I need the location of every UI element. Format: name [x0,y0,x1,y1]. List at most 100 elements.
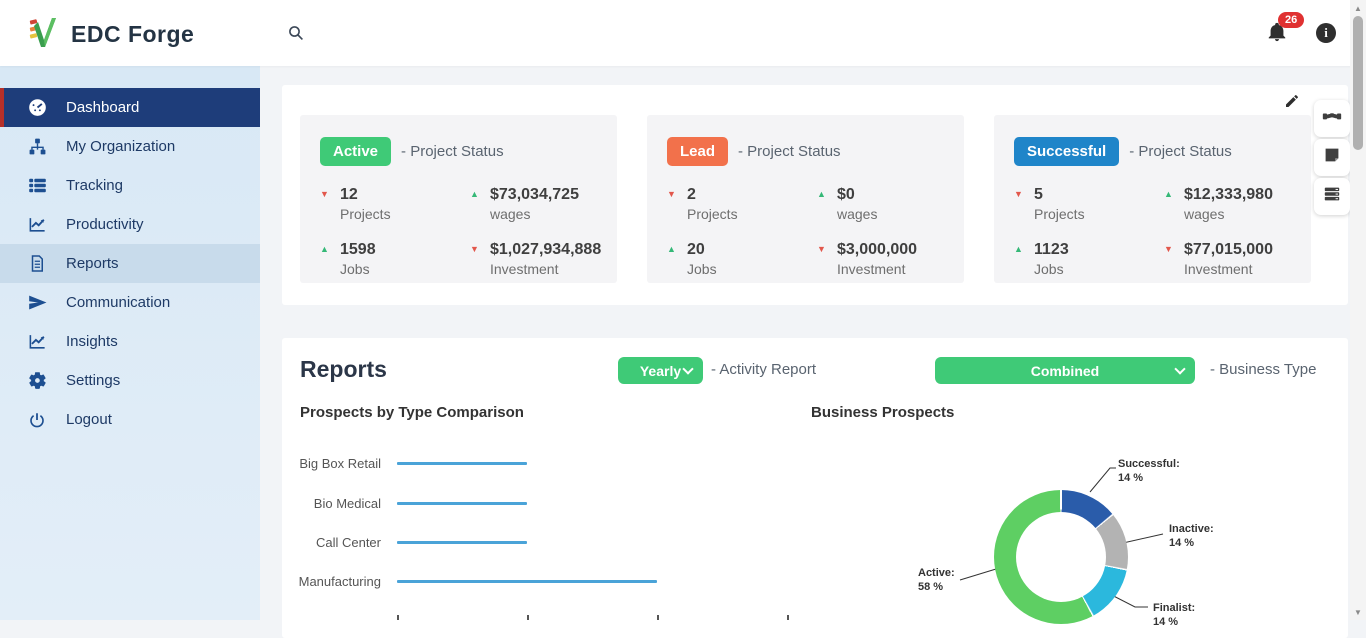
trend-arrow-icon: ▼ [320,189,329,199]
trend-arrow-icon: ▲ [1014,244,1023,254]
sidebar-item-insights[interactable]: Insights [0,322,260,361]
scroll-down-arrow[interactable]: ▼ [1354,607,1362,617]
donut-chart [994,490,1128,624]
axis-tick [657,615,659,620]
donut-label-finalist: Finalist: 14 % [1153,602,1196,628]
handshake-icon [1322,108,1342,129]
bar-row: Bio Medical [291,483,527,523]
trend-arrow-icon: ▼ [1164,244,1173,254]
stat-projects: ▼ 5 Projects [1014,186,1085,222]
sidebar-item-label: My Organization [66,138,176,155]
sidebar-item-label: Settings [66,372,121,389]
bar-row: Call Center [291,522,527,562]
sidebar-nav: Dashboard My Organization Tracking Produ… [0,66,260,620]
sidebar-item-communication[interactable]: Communication [0,283,260,322]
sidebar-item-label: Tracking [66,177,123,194]
bar-row: Big Box Retail [291,443,527,483]
chevron-right-icon [230,296,244,310]
trend-arrow-icon: ▲ [1164,189,1173,199]
chevron-right-icon [230,218,244,232]
card-suffix-label: - Project Status [1129,143,1232,160]
vertical-scrollbar[interactable]: ▲ ▼ [1350,0,1366,620]
sidebar-item-label: Communication [66,294,171,311]
status-badge: Active [320,137,392,166]
search-icon[interactable] [288,25,304,41]
business-type-label: - Business Type [1210,361,1317,378]
list-icon [28,176,48,196]
bar [397,579,657,583]
chevron-down-icon [1174,363,1186,375]
axis-tick [397,615,399,620]
business-type-dropdown[interactable]: Combined [935,357,1195,384]
chart-line-icon [28,215,48,235]
sidebar-item-logout[interactable]: Logout [0,400,260,439]
sidebar-item-tracking[interactable]: Tracking [0,166,260,205]
brand-logo[interactable]: EDC Forge [28,14,194,55]
sidebar-item-dashboard[interactable]: Dashboard [0,88,260,127]
status-badge: Lead [667,137,729,166]
trend-arrow-icon: ▼ [667,189,676,199]
info-icon[interactable]: i [1316,23,1336,43]
stat-projects: ▼ 2 Projects [667,186,738,222]
sidebar-item-productivity[interactable]: Productivity [0,205,260,244]
scroll-up-arrow[interactable]: ▲ [1354,3,1362,13]
power-icon [28,410,48,430]
trend-arrow-icon: ▼ [470,244,479,254]
chevron-right-icon [230,179,244,193]
sidebar-item-reports[interactable]: Reports [0,244,260,283]
brand-name: EDC Forge [71,21,195,47]
stat-jobs: ▲ 1123 Jobs [1014,241,1069,277]
stat-investment: ▼ $77,015,000 Investment [1164,241,1273,277]
card-suffix-label: - Project Status [401,143,504,160]
records-tool-button[interactable] [1314,178,1350,215]
gear-icon [28,371,48,391]
main-content: Active - Project Status ▼ 12 Projects ▲ $73… [260,66,1350,638]
bar [397,540,527,544]
trend-arrow-icon: ▲ [817,189,826,199]
scrollbar-thumb[interactable] [1353,16,1363,150]
sidebar-item-label: Dashboard [66,99,140,116]
notification-count-badge: 26 [1278,12,1305,28]
status-card-successful: Successful - Project Status ▼ 5 Projects ▲… [994,115,1311,283]
trend-arrow-icon: ▲ [320,244,329,254]
file-text-icon [28,254,48,274]
card-suffix-label: - Project Status [738,143,841,160]
edit-pencil-icon[interactable] [1284,93,1300,109]
donut-label-successful: Successful: 14 % [1118,458,1180,484]
chevron-down-icon [682,363,694,375]
bar-category-label: Bio Medical [313,495,381,511]
status-badge: Successful [1014,137,1120,166]
status-card-lead: Lead - Project Status ▼ 2 Projects ▲ $0 wage… [647,115,964,283]
axis-tick [787,615,789,620]
donut-label-active: Active: 58 % [918,567,955,593]
stat-wages: ▲ $0 wages [817,186,878,222]
status-cards-panel: Active - Project Status ▼ 12 Projects ▲ $73… [282,85,1348,305]
sidebar-item-my-organization[interactable]: My Organization [0,127,260,166]
activity-report-label: - Activity Report [711,361,817,378]
stat-investment: ▼ $1,027,934,888 Investment [470,241,602,277]
donut-label-inactive: Inactive: 14 % [1169,523,1214,549]
paper-plane-icon [28,293,48,313]
insights-chart-icon [28,332,48,352]
note-icon [1324,147,1340,168]
sidebar-item-label: Productivity [66,216,144,233]
stat-jobs: ▲ 20 Jobs [667,241,717,277]
note-tool-button[interactable] [1314,139,1350,176]
activity-report-dropdown[interactable]: Yearly [618,357,703,384]
notifications-bell-icon[interactable]: 26 [1266,12,1305,46]
page-title: Reports [300,356,387,382]
sidebar-item-label: Reports [66,255,119,272]
handshake-tool-button[interactable] [1314,100,1350,137]
bar-category-label: Manufacturing [298,573,381,589]
records-icon [1323,186,1341,207]
sidebar-item-label: Insights [66,333,118,350]
top-header: EDC Forge 26 i [0,0,1366,66]
bar [397,461,527,465]
bar-chart-title: Prospects by Type Comparison [300,404,524,421]
trend-arrow-icon: ▼ [1014,189,1023,199]
gauge-icon [28,98,48,118]
stat-wages: ▲ $73,034,725 wages [470,186,579,222]
stat-investment: ▼ $3,000,000 Investment [817,241,918,277]
stat-wages: ▲ $12,333,980 wages [1164,186,1273,222]
sidebar-item-settings[interactable]: Settings [0,361,260,400]
